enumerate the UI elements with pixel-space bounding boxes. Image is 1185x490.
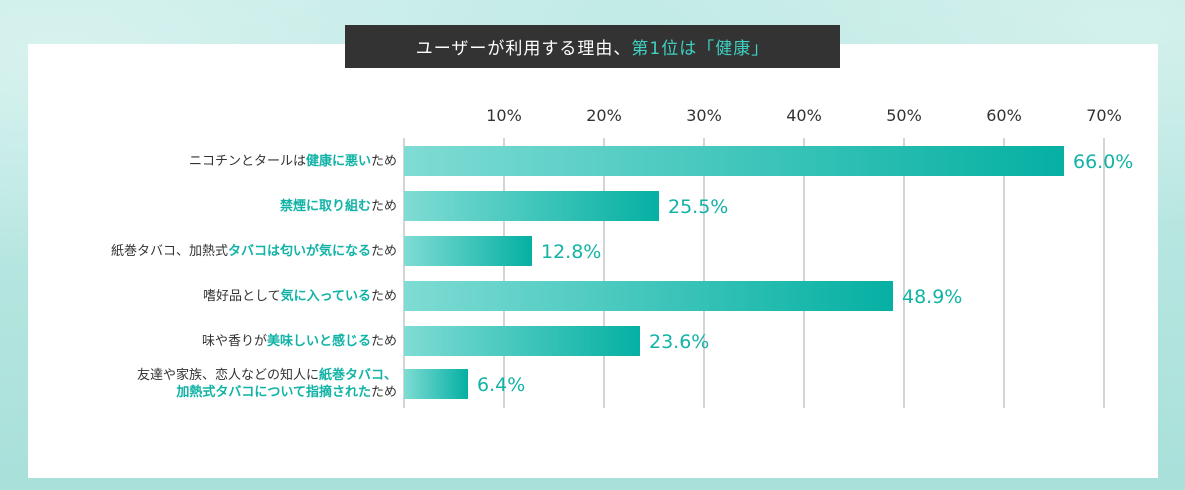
label-text: ため (370, 288, 397, 304)
label-text: ため (370, 153, 397, 169)
label-text: ため (370, 385, 397, 400)
label-text: ため (370, 198, 397, 214)
x-tick-label: 50% (886, 106, 922, 125)
category-label: 嗜好品として気に入っているため (203, 288, 397, 305)
x-tick-label: 20% (586, 106, 622, 125)
label-highlight: 美味しいと感じる (266, 333, 371, 349)
category-label-line: 禁煙に取り組むため (280, 198, 397, 215)
label-text: ため (370, 333, 397, 349)
bar-value-label: 23.6% (649, 331, 709, 353)
category-label-line: ニコチンとタールは健康に悪いため (189, 153, 397, 170)
chart-title: ユーザーが利用する理由、 第1位は「健康」 (345, 25, 840, 68)
bar (404, 236, 532, 266)
bar (404, 281, 893, 311)
chart-card (28, 44, 1158, 478)
label-highlight: 禁煙に取り組む (279, 198, 371, 214)
label-highlight: 健康に悪い (305, 153, 371, 169)
bar-value-label: 25.5% (668, 196, 728, 218)
category-label-line: 嗜好品として気に入っているため (203, 288, 397, 305)
label-text: 味や香りが (201, 333, 267, 349)
x-tick-label: 70% (1086, 106, 1122, 125)
category-label: 味や香りが美味しいと感じるため (202, 333, 397, 350)
label-text: 友達や家族、恋人などの知人に (136, 368, 319, 383)
label-highlight: 気に入っている (280, 288, 371, 304)
label-highlight: タバコは匂いが気になる (227, 243, 371, 259)
category-label-line: 紙巻タバコ、加熱式タバコは匂いが気になるため (111, 243, 397, 260)
x-tick-label: 30% (686, 106, 722, 125)
label-text: ニコチンとタールは (188, 153, 306, 169)
bar (404, 191, 659, 221)
x-tick-label: 40% (786, 106, 822, 125)
category-label: ニコチンとタールは健康に悪いため (189, 153, 397, 170)
label-text: ため (370, 243, 397, 259)
bar (404, 369, 468, 399)
label-text: 紙巻タバコ、加熱式 (110, 243, 228, 259)
label-text: 嗜好品として (203, 288, 281, 304)
title-prefix: ユーザーが利用する理由、 (415, 39, 632, 59)
label-highlight: 加熱式タバコについて指摘された (176, 385, 371, 400)
category-label: 紙巻タバコ、加熱式タバコは匂いが気になるため (111, 243, 397, 260)
category-label-line: 味や香りが美味しいと感じるため (202, 333, 397, 350)
bar-value-label: 66.0% (1073, 151, 1133, 173)
title-highlight: 第1位は「健康」 (631, 39, 770, 59)
category-label-line: 加熱式タバコについて指摘されたため (137, 384, 397, 401)
x-tick-label: 10% (486, 106, 522, 125)
bar (404, 326, 640, 356)
category-label: 友達や家族、恋人などの知人に紙巻タバコ、 加熱式タバコについて指摘されたため (137, 367, 397, 401)
category-label-line: 友達や家族、恋人などの知人に紙巻タバコ、 (137, 367, 397, 384)
x-tick-label: 60% (986, 106, 1022, 125)
bar-value-label: 12.8% (541, 241, 601, 263)
category-label: 禁煙に取り組むため (280, 198, 397, 215)
label-highlight: 紙巻タバコ、 (318, 368, 397, 383)
bar (404, 146, 1064, 176)
bar-value-label: 6.4% (477, 374, 525, 396)
bar-value-label: 48.9% (902, 286, 962, 308)
